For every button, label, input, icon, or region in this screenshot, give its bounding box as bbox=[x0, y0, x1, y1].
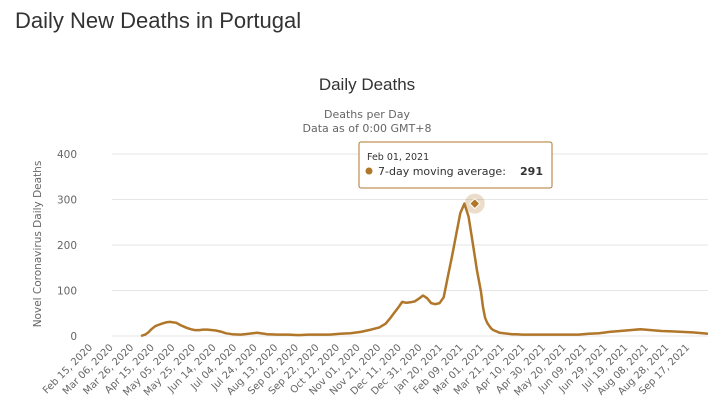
y-tick-label: 100 bbox=[57, 286, 77, 298]
grid-layer bbox=[112, 153, 708, 337]
y-tick-label: 200 bbox=[57, 240, 77, 252]
tooltip-date: Feb 01, 2021 bbox=[367, 152, 429, 163]
y-tick-label: 0 bbox=[70, 331, 77, 343]
tooltip: Feb 01, 2021 7-day moving average: 291 bbox=[358, 141, 553, 189]
chart-title: Daily Deaths bbox=[319, 75, 415, 94]
page-title: Daily New Deaths in Portugal bbox=[15, 8, 302, 33]
tooltip-series-marker bbox=[365, 167, 373, 175]
tooltip-box bbox=[358, 141, 553, 189]
series-line-7day-avg bbox=[140, 202, 709, 338]
y-tick-label: 400 bbox=[57, 149, 77, 161]
hover-point-marker bbox=[469, 197, 481, 210]
y-tick-labels: 0 100 200 300 400 bbox=[57, 149, 77, 343]
y-tick-label: 300 bbox=[57, 195, 77, 207]
tooltip-value: 291 bbox=[520, 165, 543, 178]
chart-subtitle-2: Data as of 0:00 GMT+8 bbox=[303, 122, 432, 135]
chart-subtitle-1: Deaths per Day bbox=[324, 108, 410, 121]
y-axis-label: Novel Coronavirus Daily Deaths bbox=[32, 161, 44, 328]
tooltip-series-label: 7-day moving average: bbox=[378, 165, 506, 178]
